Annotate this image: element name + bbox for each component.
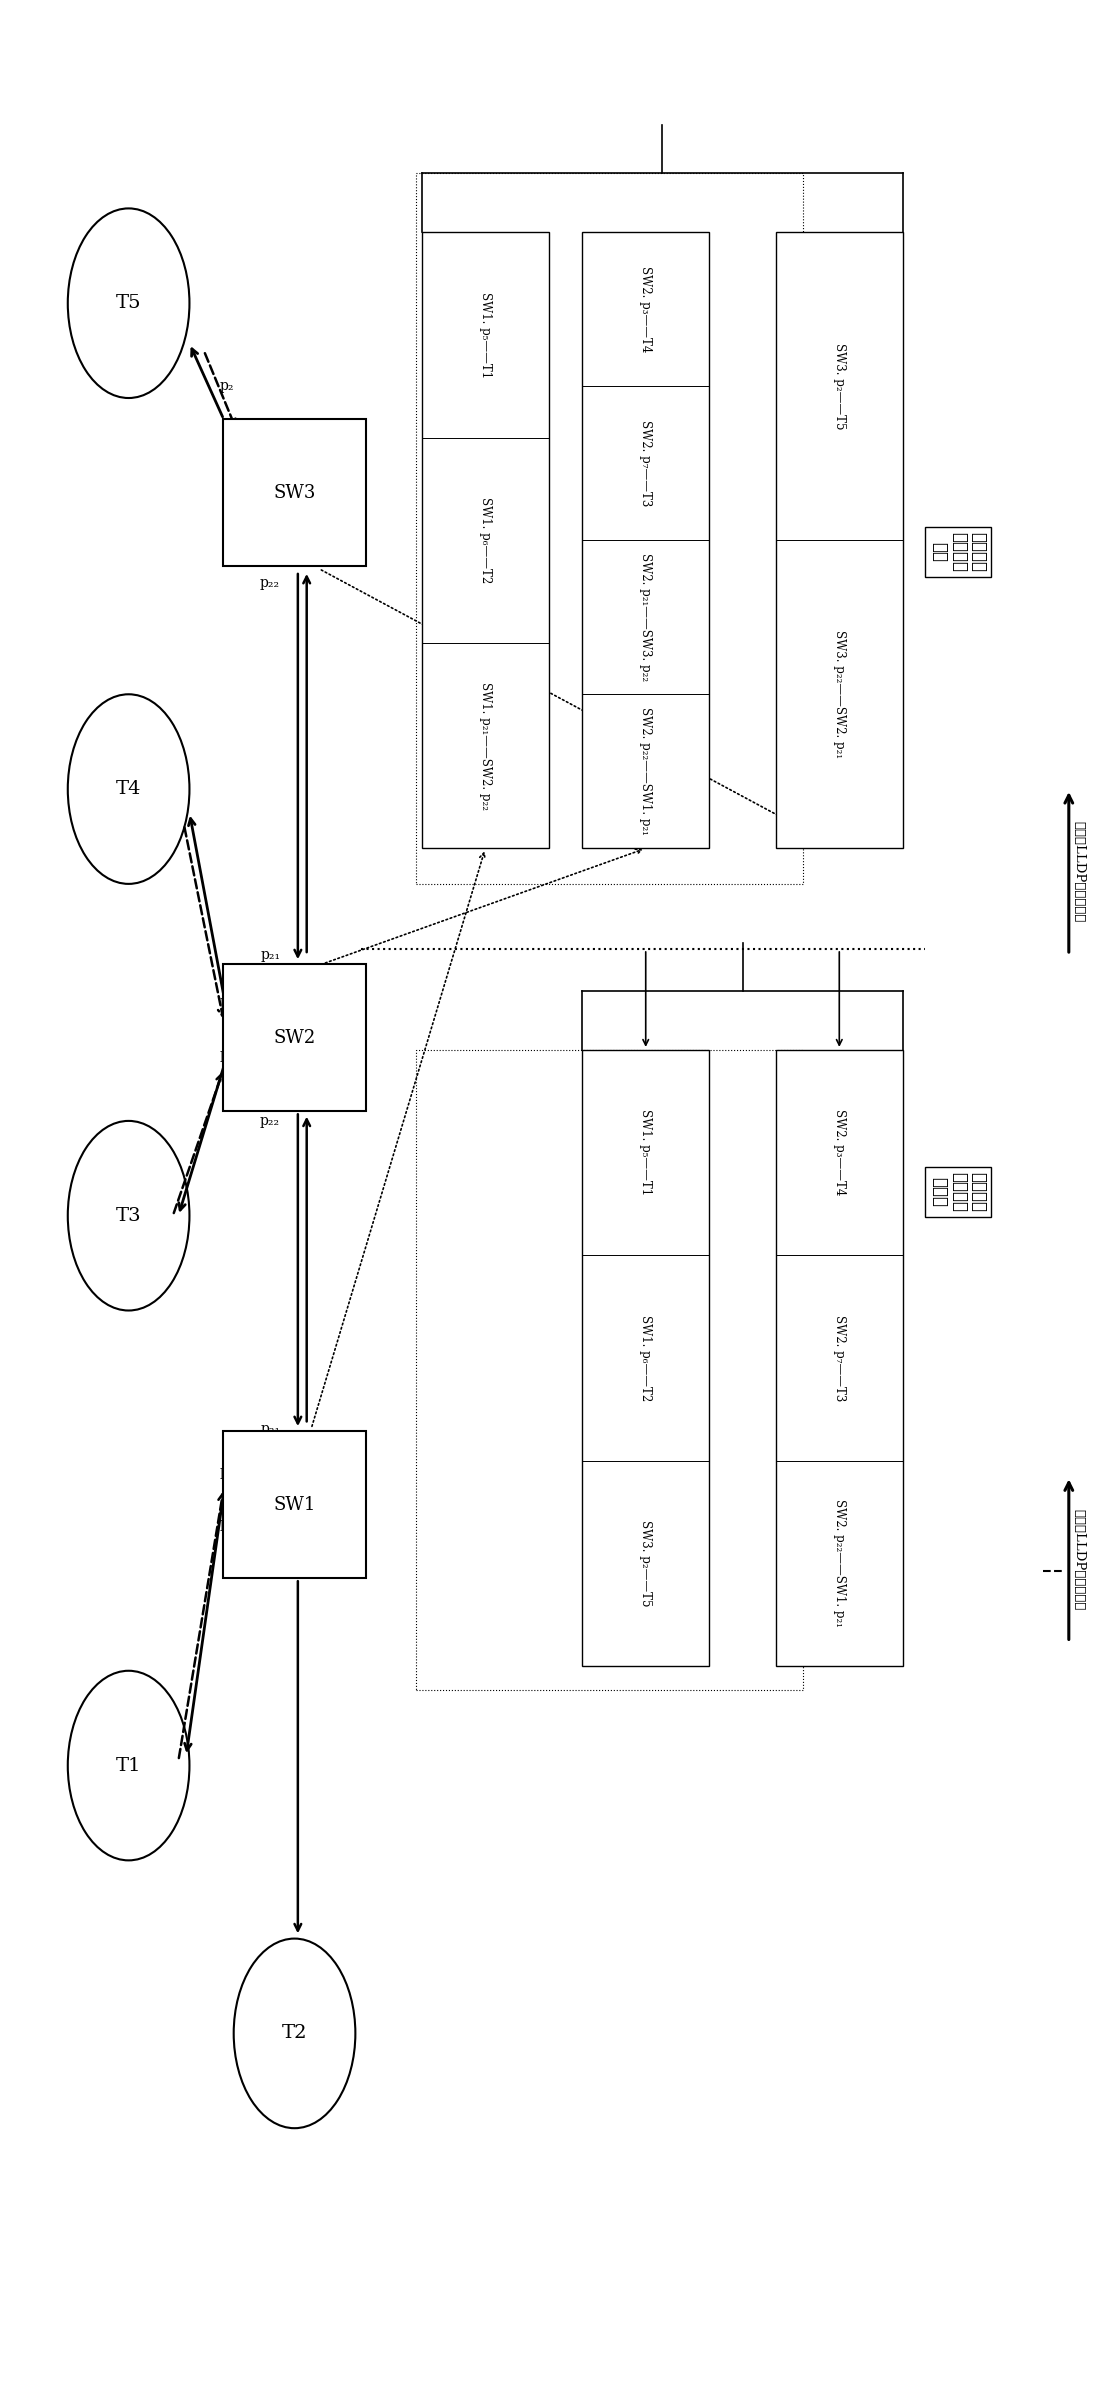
FancyBboxPatch shape (582, 231, 709, 849)
Text: T5: T5 (115, 293, 141, 312)
Text: p₇: p₇ (220, 1047, 234, 1061)
FancyBboxPatch shape (223, 966, 366, 1111)
FancyBboxPatch shape (223, 420, 366, 567)
FancyBboxPatch shape (776, 1049, 903, 1666)
Text: p₆: p₆ (220, 1516, 234, 1531)
Text: SW1: SW1 (273, 1495, 316, 1514)
Text: SW2. p₂₁——SW3. p₂₂: SW2. p₂₁——SW3. p₂₂ (640, 553, 652, 682)
Text: p₃: p₃ (220, 997, 234, 1008)
Text: 初级局部
拓扑探测
结果: 初级局部 拓扑探测 结果 (930, 532, 987, 572)
Text: T2: T2 (282, 2024, 307, 2043)
Text: SW1. p₅——T1: SW1. p₅——T1 (479, 291, 492, 379)
Text: SW1. p₆——T2: SW1. p₆——T2 (479, 498, 492, 584)
Text: SW2. p₂₂——SW1. p₂₁: SW2. p₂₂——SW1. p₂₁ (833, 1500, 846, 1628)
Text: SW2. p₃——T4: SW2. p₃——T4 (833, 1109, 846, 1197)
Text: SW1. p₅——T1: SW1. p₅——T1 (640, 1109, 652, 1194)
Text: SW2. p₇——T3: SW2. p₇——T3 (833, 1314, 846, 1402)
Text: T3: T3 (115, 1206, 141, 1225)
Text: SW2. p₃——T4: SW2. p₃——T4 (640, 267, 652, 353)
FancyBboxPatch shape (223, 1430, 366, 1578)
Text: p₂₂: p₂₂ (260, 577, 280, 589)
Text: p₂: p₂ (220, 379, 234, 393)
Text: p₂₁: p₂₁ (260, 1421, 280, 1435)
Text: p₂₂: p₂₂ (260, 1113, 280, 1128)
Text: T1: T1 (115, 1757, 141, 1774)
Text: SW2. p₂₂——SW1. p₂₁: SW2. p₂₂——SW1. p₂₁ (640, 708, 652, 834)
Text: p₅: p₅ (220, 1464, 234, 1478)
Text: SW2: SW2 (273, 1030, 316, 1047)
FancyBboxPatch shape (776, 231, 903, 849)
Text: SW3. p₂——T5: SW3. p₂——T5 (833, 343, 846, 429)
FancyBboxPatch shape (422, 231, 549, 849)
Text: 扩展的LLDP协议业务流: 扩展的LLDP协议业务流 (1072, 822, 1085, 923)
Text: 第二级局
部拓扑探
测结果: 第二级局 部拓扑探 测结果 (930, 1173, 987, 1211)
Text: SW1. p₆——T2: SW1. p₆——T2 (640, 1316, 652, 1402)
Text: T4: T4 (115, 780, 141, 799)
Text: SW2. p₇——T3: SW2. p₇——T3 (640, 420, 652, 505)
Text: SW3: SW3 (273, 484, 316, 501)
Text: p₂₁: p₂₁ (260, 949, 280, 963)
Text: SW3. p₂——T5: SW3. p₂——T5 (640, 1521, 652, 1607)
Text: SW1. p₂₁——SW2. p₂₂: SW1. p₂₁——SW2. p₂₂ (479, 682, 492, 811)
Text: SW3. p₂₂——SW2. p₂₁: SW3. p₂₂——SW2. p₂₁ (833, 629, 846, 758)
FancyBboxPatch shape (582, 1049, 709, 1666)
Text: 标准的LLDP协议业务流: 标准的LLDP协议业务流 (1072, 1509, 1085, 1609)
